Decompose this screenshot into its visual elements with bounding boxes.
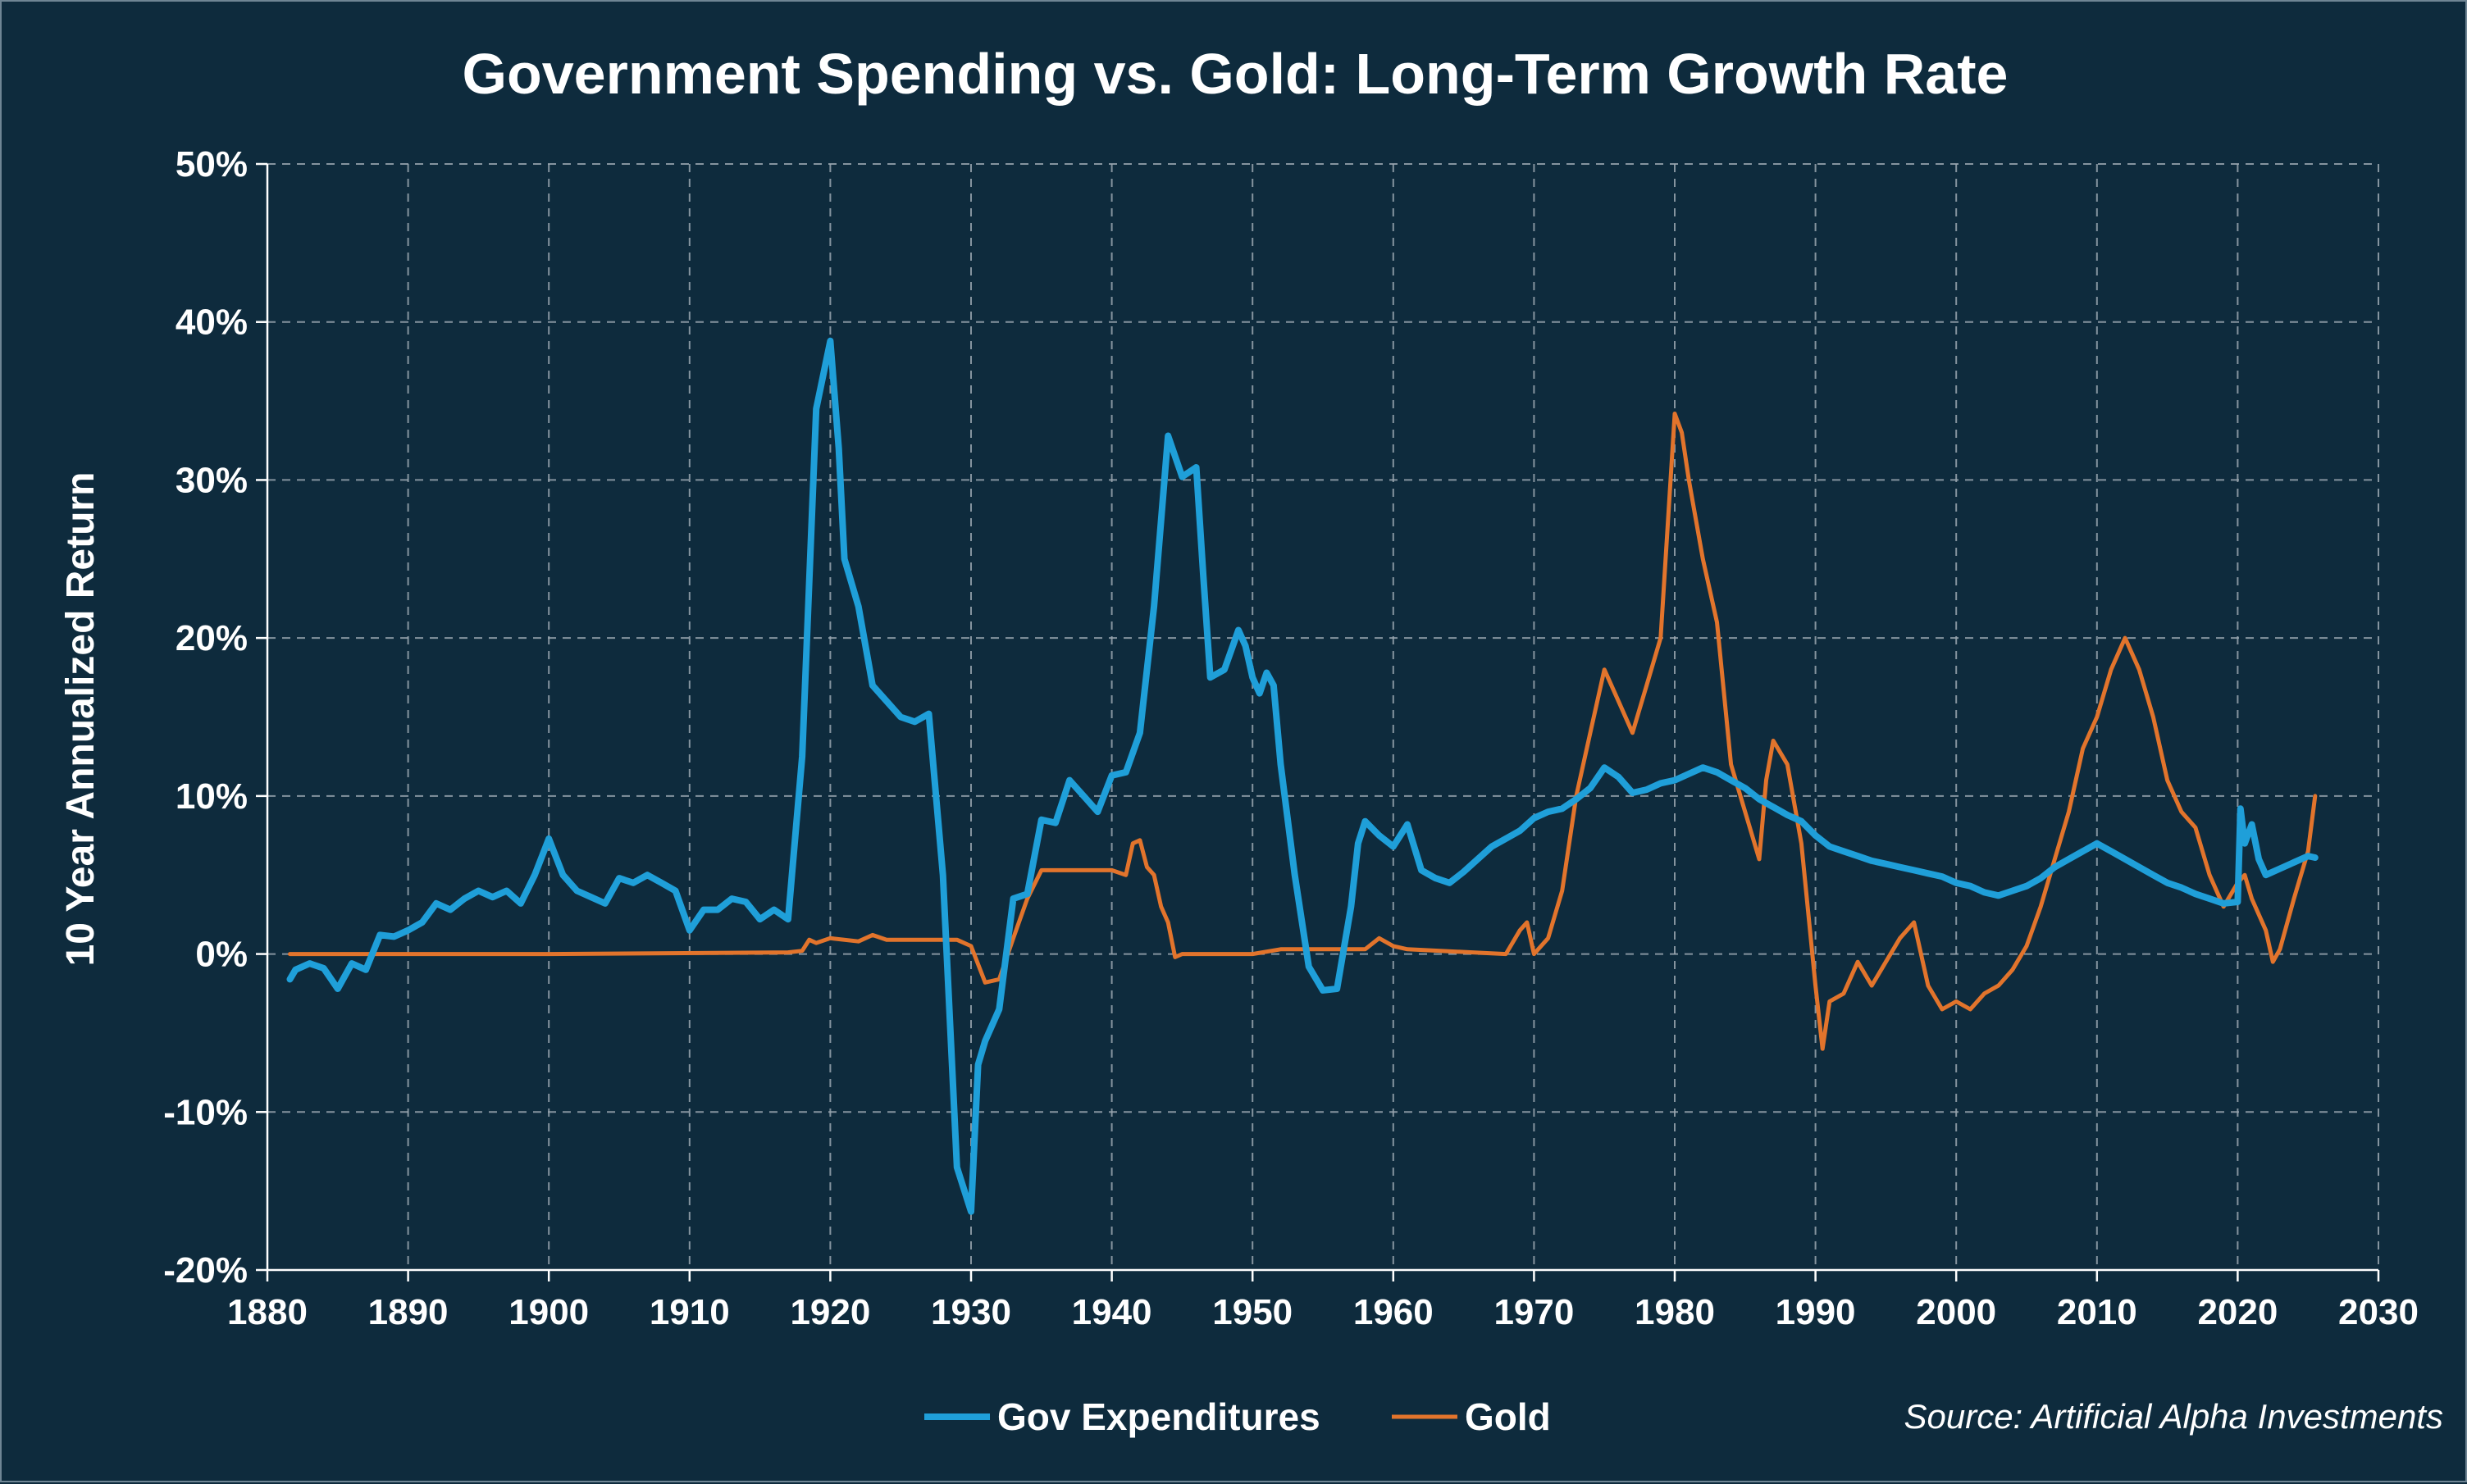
x-tick-label: 1960 xyxy=(1353,1292,1434,1332)
y-tick-label: 0% xyxy=(195,935,248,975)
chart-title: Government Spending vs. Gold: Long-Term … xyxy=(463,42,2009,106)
series-line-gov-expenditures xyxy=(286,337,2319,1215)
grid xyxy=(267,163,2379,1270)
source-note: Source: Artificial Alpha Investments xyxy=(1904,1397,2443,1436)
y-tick-label: 30% xyxy=(176,460,248,500)
y-tick-label: 20% xyxy=(176,618,248,658)
legend-gold-label: Gold xyxy=(1465,1395,1551,1438)
x-tick-label: 1950 xyxy=(1212,1292,1293,1332)
legend-gov-label: Gov Expenditures xyxy=(997,1395,1320,1438)
x-tick-label: 1980 xyxy=(1635,1292,1715,1332)
x-tick-label: 1940 xyxy=(1072,1292,1152,1332)
x-tick-label: 1900 xyxy=(508,1292,589,1332)
x-axis-ticks: 1880 1890 1900 1910 1920 1930 1940 1950 1960 1970… xyxy=(227,1270,2419,1332)
x-tick-label: 1930 xyxy=(931,1292,1011,1332)
y-tick-label: -10% xyxy=(163,1092,248,1132)
y-axis-ticks: -20% -10% 0% 10% 20% 30% 40% 50% xyxy=(163,144,267,1291)
x-tick-label: 2010 xyxy=(2057,1292,2137,1332)
x-tick-label: 2030 xyxy=(2338,1292,2419,1332)
x-tick-label: 1990 xyxy=(1776,1292,1856,1332)
x-tick-label: 1970 xyxy=(1493,1292,1574,1332)
y-axis-label: 10 Year Annualized Return xyxy=(59,472,103,967)
y-tick-label: 40% xyxy=(176,303,248,343)
x-tick-label: 1920 xyxy=(790,1292,870,1332)
x-tick-label: 2020 xyxy=(2197,1292,2278,1332)
y-tick-label: -20% xyxy=(163,1250,248,1291)
y-tick-label: 10% xyxy=(176,776,248,817)
y-tick-label: 50% xyxy=(176,144,248,184)
series-line-gold xyxy=(288,412,2318,1051)
x-tick-label: 1890 xyxy=(368,1292,449,1332)
x-tick-label: 1910 xyxy=(650,1292,730,1332)
legend: Gov Expenditures Gold xyxy=(924,1395,1551,1438)
series-layer xyxy=(286,337,2319,1215)
x-tick-label: 1880 xyxy=(227,1292,308,1332)
x-tick-label: 2000 xyxy=(1916,1292,1996,1332)
